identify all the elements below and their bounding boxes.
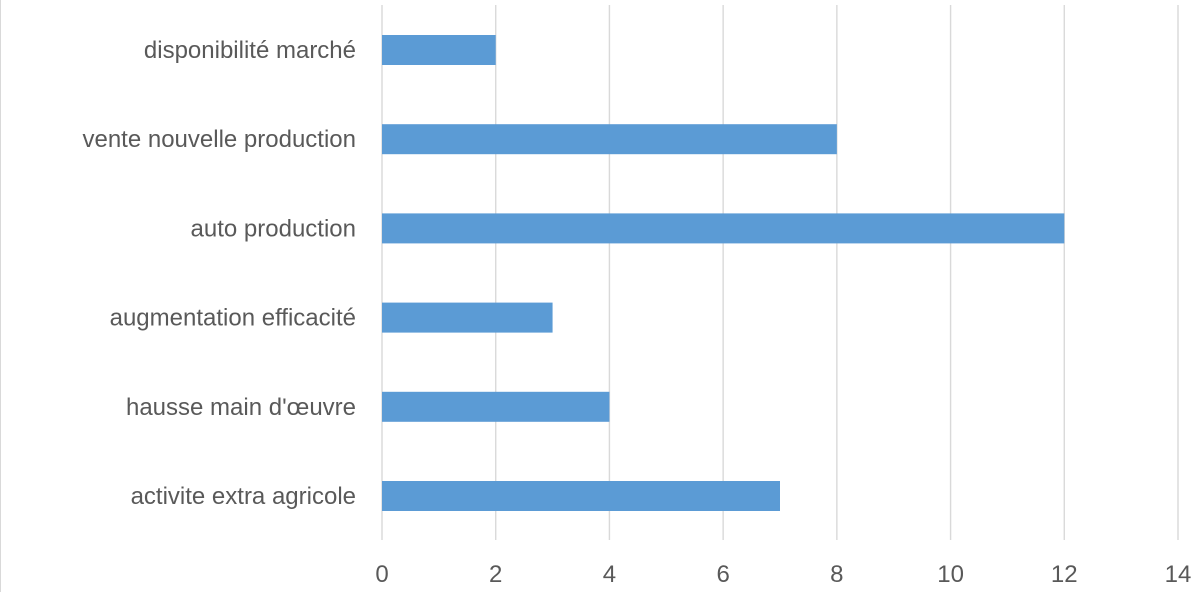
category-label: vente nouvelle production [82,126,356,153]
x-tick-label: 8 [830,561,843,588]
category-label: hausse main d'œuvre [126,394,356,421]
x-tick-label: 10 [937,561,964,588]
x-tick-label: 0 [375,561,388,588]
x-tick-labels: 0 2 4 6 8 10 12 14 [375,561,1191,588]
category-label: activite extra agricole [131,483,356,510]
x-tick-label: 12 [1051,561,1078,588]
category-label: disponibilité marché [144,37,356,64]
category-labels: disponibilité marché vente nouvelle produ… [82,37,356,510]
x-tick-label: 14 [1165,561,1192,588]
x-tick-label: 4 [603,561,616,588]
x-tick-label: 2 [489,561,502,588]
x-tick-label: 6 [716,561,729,588]
bar [382,124,837,155]
bars [382,35,1065,511]
category-label: auto production [191,215,356,242]
bar [382,391,610,422]
gridlines [381,5,1179,540]
bar [382,213,1065,244]
bar [382,35,496,65]
bar [382,481,780,511]
category-label: augmentation efficacité [110,305,356,332]
bar [382,302,553,333]
